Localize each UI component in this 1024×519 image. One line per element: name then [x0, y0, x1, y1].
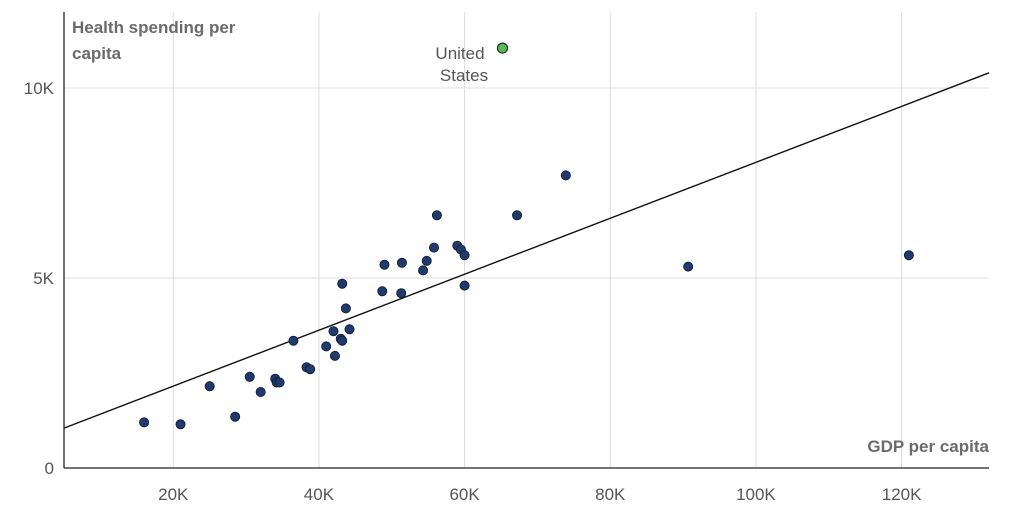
- data-point: [305, 364, 316, 375]
- highlight-label-line-1: United: [435, 44, 484, 63]
- x-tick-label: 20K: [158, 485, 189, 504]
- data-point: [377, 286, 388, 297]
- data-point: [175, 419, 186, 430]
- highlight-point: [496, 42, 509, 54]
- data-point: [683, 261, 694, 272]
- y-tick-label: 0: [45, 459, 54, 478]
- data-point: [560, 170, 571, 181]
- data-point: [459, 280, 470, 291]
- data-point: [903, 250, 914, 261]
- tick-layer: 20K 40K 60K 80K 100K 120K 0 5K 10K: [24, 79, 922, 504]
- data-point: [396, 257, 407, 268]
- y-axis-title-line-2: capita: [72, 44, 122, 63]
- data-point: [421, 255, 432, 266]
- data-point: [428, 242, 439, 253]
- data-point: [337, 335, 348, 346]
- data-point: [431, 210, 442, 221]
- data-point: [344, 324, 355, 335]
- data-point: [328, 326, 339, 337]
- data-point: [139, 417, 150, 428]
- x-tick-label: 60K: [449, 485, 480, 504]
- y-tick-label: 10K: [24, 79, 55, 98]
- data-point: [244, 371, 255, 382]
- trend-layer: [63, 72, 990, 429]
- data-point: [329, 350, 340, 361]
- point-layer: [139, 170, 914, 430]
- x-tick-label: 80K: [595, 485, 626, 504]
- data-point: [418, 265, 429, 276]
- data-point: [288, 335, 299, 346]
- x-axis-title: GDP per capita: [867, 437, 989, 456]
- data-point: [255, 386, 266, 397]
- data-point: [459, 250, 470, 261]
- data-point: [204, 381, 215, 392]
- x-tick-label: 100K: [736, 485, 776, 504]
- y-axis-title-line-1: Health spending per: [72, 18, 236, 37]
- data-point: [274, 377, 285, 388]
- data-point: [512, 210, 523, 221]
- data-point: [396, 288, 407, 299]
- x-tick-label: 40K: [304, 485, 335, 504]
- axis-layer: [63, 12, 989, 469]
- data-point: [340, 303, 351, 314]
- trend-line: [63, 72, 990, 429]
- y-tick-label: 5K: [33, 269, 54, 288]
- data-point: [337, 278, 348, 289]
- data-point: [379, 259, 390, 270]
- data-point: [230, 411, 241, 422]
- grid-layer: [64, 12, 989, 468]
- highlight-label-line-2: States: [440, 66, 488, 85]
- x-tick-label: 120K: [882, 485, 922, 504]
- data-point: [321, 341, 332, 352]
